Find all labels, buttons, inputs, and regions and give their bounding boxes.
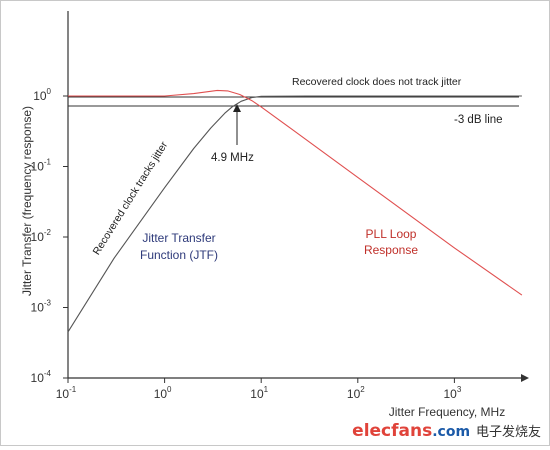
x-tick-label: 10-1 — [56, 385, 77, 401]
jtf-label-line2: Function (JTF) — [140, 248, 218, 262]
crossover-label: 4.9 MHz — [211, 152, 254, 164]
crossover-arrow-head — [233, 104, 241, 112]
jtf-series-line — [67, 95, 522, 333]
x-tick-label: 101 — [250, 385, 268, 401]
y-tick-label: 100 — [33, 87, 51, 103]
pll-label-line1: PLL Loop — [366, 227, 417, 241]
y-tick-label: 10-1 — [31, 158, 52, 174]
x-tick-label: 100 — [154, 385, 172, 401]
minus-3db-label: -3 dB line — [454, 114, 503, 126]
watermark-logo: elecfans.com 电子发烧友 — [352, 421, 541, 441]
y-axis-title: Jitter Transfer (frequency response) — [20, 106, 34, 296]
pll-response-series-line — [68, 89, 523, 296]
pll-label-line2: Response — [364, 243, 418, 257]
y-tick-label: 10-4 — [31, 369, 52, 385]
x-tick-label: 102 — [347, 385, 365, 401]
watermark-tld: .com — [432, 424, 471, 440]
watermark-main: elecfans — [352, 421, 433, 441]
jtf-label-line1: Jitter Transfer — [142, 231, 215, 245]
y-tick-label: 10-2 — [31, 228, 52, 244]
recovered-clock-label: Recovered clock does not track jitter — [292, 76, 462, 88]
y-tick-label: 10-3 — [31, 299, 52, 315]
x-axis-title: Jitter Frequency, MHz — [389, 405, 505, 419]
x-tick-label: 103 — [443, 385, 461, 401]
x-axis-arrow — [521, 374, 529, 382]
watermark-cn: 电子发烧友 — [475, 425, 541, 440]
